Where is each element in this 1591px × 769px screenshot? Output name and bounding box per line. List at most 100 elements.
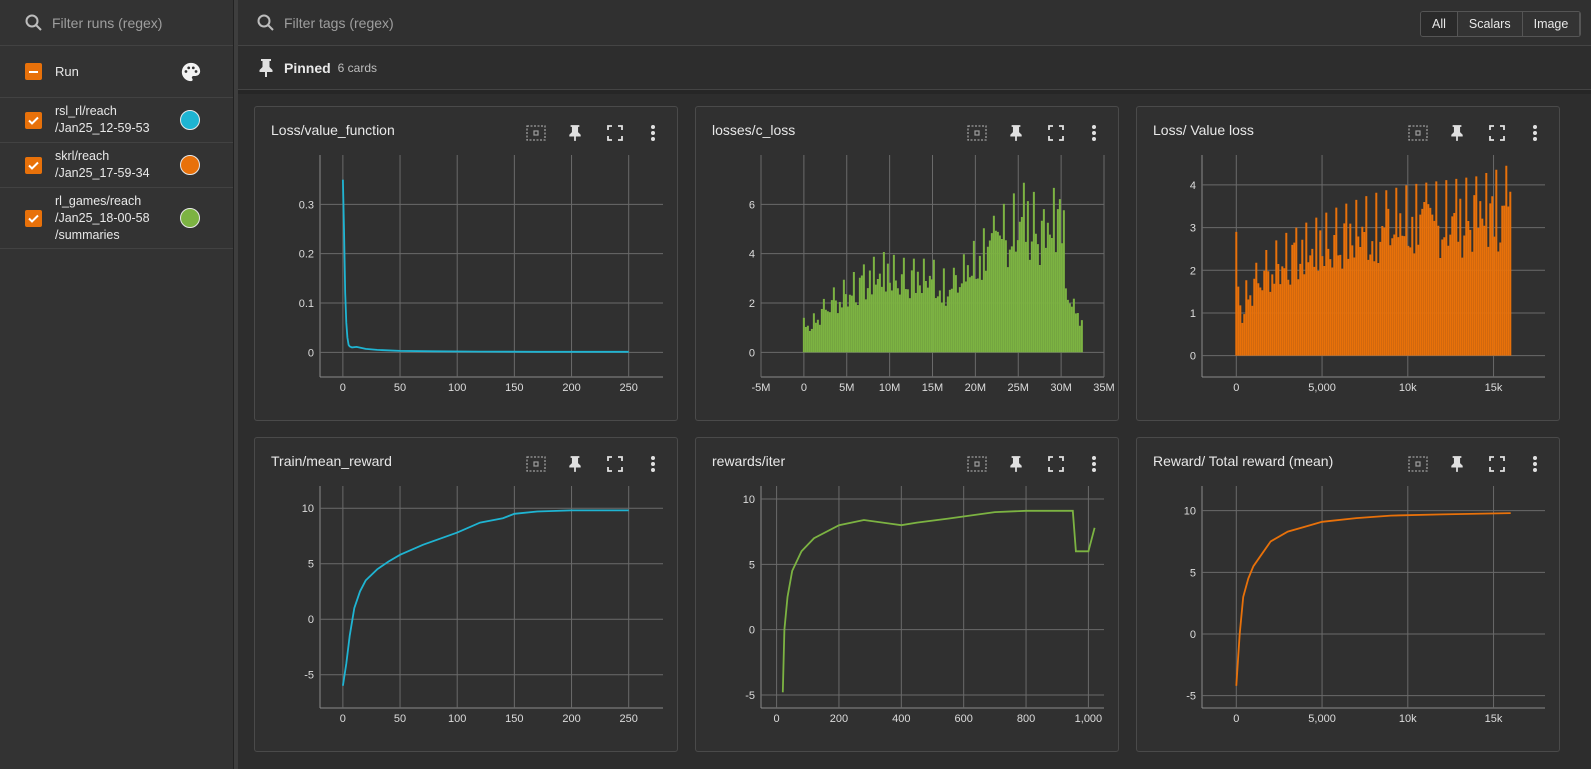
scalar-card: 0 5,000 10k 15k 0 1 2 3 4 Loss/ Value loss	[1136, 106, 1560, 421]
tab-scalars[interactable]: Scalars	[1457, 12, 1523, 36]
fullscreen-icon[interactable]	[604, 453, 626, 475]
tab-image[interactable]: Image	[1522, 12, 1581, 36]
run-row[interactable]: rl_games/reach/Jan25_18-00-58/summaries	[0, 188, 233, 249]
scalar-card: 0 5,000 10k 15k -5 0 5 10 Reward/ Total reward (…	[1136, 437, 1560, 752]
run-row[interactable]: rsl_rl/reach/Jan25_12-59-53	[0, 98, 233, 143]
scalar-chart[interactable]: 0 5,000 10k 15k -5 0 5 10	[1137, 438, 1561, 753]
x-tick-label: 10k	[1399, 713, 1417, 725]
pin-icon[interactable]	[564, 122, 586, 144]
runs-sidebar: Filter runs (regex) Run rsl_rl/reach/Jan…	[0, 0, 234, 769]
x-tick-label: 5M	[839, 382, 854, 394]
card-title: rewards/iter	[712, 453, 786, 469]
fit-domain-icon[interactable]	[966, 122, 988, 144]
pin-icon[interactable]	[1446, 122, 1468, 144]
pinned-count: 6 cards	[337, 60, 378, 75]
main-panel: Filter tags (regex) All Scalars Image Pi…	[238, 0, 1591, 769]
x-tick-label: 400	[892, 713, 910, 725]
y-tick-label: -5	[745, 690, 755, 702]
run-row[interactable]: skrl/reach/Jan25_17-59-34	[0, 143, 233, 188]
x-tick-label: 100	[448, 713, 466, 725]
x-tick-label: 250	[620, 713, 638, 725]
scalar-chart[interactable]: -5M 0 5M 10M 15M 20M 25M 30M 35M 0 2 4 6	[696, 107, 1120, 422]
y-tick-label: 10	[302, 503, 314, 515]
run-name: rsl_rl/reach/Jan25_12-59-53	[55, 103, 165, 137]
y-tick-label: -5	[1186, 691, 1196, 703]
scalar-card: 0 200 400 600 800 1,000 -5 0 5 10 rewards/iter	[695, 437, 1119, 752]
more-vert-icon[interactable]	[642, 453, 664, 475]
select-all-checkbox[interactable]	[25, 63, 42, 80]
card-title: Train/mean_reward	[271, 453, 392, 469]
fullscreen-icon[interactable]	[604, 122, 626, 144]
x-tick-label: 50	[394, 382, 406, 394]
series-line	[342, 509, 629, 686]
more-vert-icon[interactable]	[1083, 453, 1105, 475]
fit-domain-icon[interactable]	[966, 453, 988, 475]
pin-icon[interactable]	[1005, 122, 1027, 144]
pin-icon[interactable]	[564, 453, 586, 475]
x-tick-label: 150	[505, 382, 523, 394]
y-tick-label: -5	[304, 670, 314, 682]
x-tick-label: 0	[340, 382, 346, 394]
x-tick-label: 50	[394, 713, 406, 725]
y-tick-label: 2	[1190, 265, 1196, 277]
x-tick-label: 100	[448, 382, 466, 394]
series-line	[1235, 512, 1511, 686]
card-title: losses/c_loss	[712, 122, 796, 138]
palette-icon[interactable]	[180, 61, 202, 83]
more-vert-icon[interactable]	[642, 122, 664, 144]
x-tick-label: 5,000	[1308, 382, 1336, 394]
search-icon	[25, 14, 42, 31]
series-bars	[802, 182, 1083, 353]
search-icon	[257, 14, 274, 31]
fit-domain-icon[interactable]	[1407, 453, 1429, 475]
x-tick-label: 600	[955, 713, 973, 725]
y-tick-label: 4	[749, 249, 755, 261]
y-tick-label: 0	[749, 625, 755, 637]
run-name-line: rsl_rl/reach	[55, 104, 117, 118]
run-checkbox[interactable]	[25, 111, 42, 129]
y-tick-label: 5	[1190, 567, 1196, 579]
x-tick-label: 0	[774, 713, 780, 725]
run-name-line: /Jan25_12-59-53	[55, 121, 150, 135]
pin-icon[interactable]	[1446, 453, 1468, 475]
series-bars	[1235, 165, 1512, 356]
run-column-label: Run	[55, 64, 79, 79]
runs-filter[interactable]: Filter runs (regex)	[0, 0, 233, 46]
fullscreen-icon[interactable]	[1486, 453, 1508, 475]
run-checkbox[interactable]	[25, 156, 42, 174]
fit-domain-icon[interactable]	[525, 122, 547, 144]
scalar-chart[interactable]: 0 5,000 10k 15k 0 1 2 3 4	[1137, 107, 1561, 422]
x-tick-label: 200	[562, 382, 580, 394]
run-name-line: /Jan25_17-59-34	[55, 166, 150, 180]
x-tick-label: 0	[1233, 713, 1239, 725]
x-tick-label: 15k	[1485, 713, 1503, 725]
y-tick-label: 6	[749, 199, 755, 211]
sidebar-resizer[interactable]	[234, 0, 238, 769]
y-tick-label: 5	[749, 559, 755, 571]
y-tick-label: 0.3	[299, 199, 314, 211]
scalar-chart[interactable]: 0 50 100 150 200 250 0 0.1 0.2 0.3	[255, 107, 679, 422]
fullscreen-icon[interactable]	[1486, 122, 1508, 144]
y-tick-label: 0	[308, 614, 314, 626]
run-color-swatch[interactable]	[180, 208, 200, 228]
more-vert-icon[interactable]	[1524, 122, 1546, 144]
pin-icon[interactable]	[1005, 453, 1027, 475]
fit-domain-icon[interactable]	[1407, 122, 1429, 144]
more-vert-icon[interactable]	[1524, 453, 1546, 475]
more-vert-icon[interactable]	[1083, 122, 1105, 144]
run-checkbox[interactable]	[25, 209, 42, 227]
run-color-swatch[interactable]	[180, 155, 200, 175]
run-name-line: /Jan25_18-00-58	[55, 210, 150, 225]
tags-filter-input[interactable]: Filter tags (regex)	[284, 14, 394, 31]
fullscreen-icon[interactable]	[1045, 122, 1067, 144]
run-color-swatch[interactable]	[180, 110, 200, 130]
fit-domain-icon[interactable]	[525, 453, 547, 475]
runs-filter-input[interactable]: Filter runs (regex)	[52, 14, 163, 31]
x-tick-label: 0	[801, 382, 807, 394]
x-tick-label: 0	[340, 713, 346, 725]
y-tick-label: 3	[1190, 223, 1196, 235]
fullscreen-icon[interactable]	[1045, 453, 1067, 475]
scalar-chart[interactable]: 0 200 400 600 800 1,000 -5 0 5 10	[696, 438, 1120, 753]
tab-all[interactable]: All	[1421, 12, 1458, 36]
scalar-chart[interactable]: 0 50 100 150 200 250 -5 0 5 10	[255, 438, 679, 753]
